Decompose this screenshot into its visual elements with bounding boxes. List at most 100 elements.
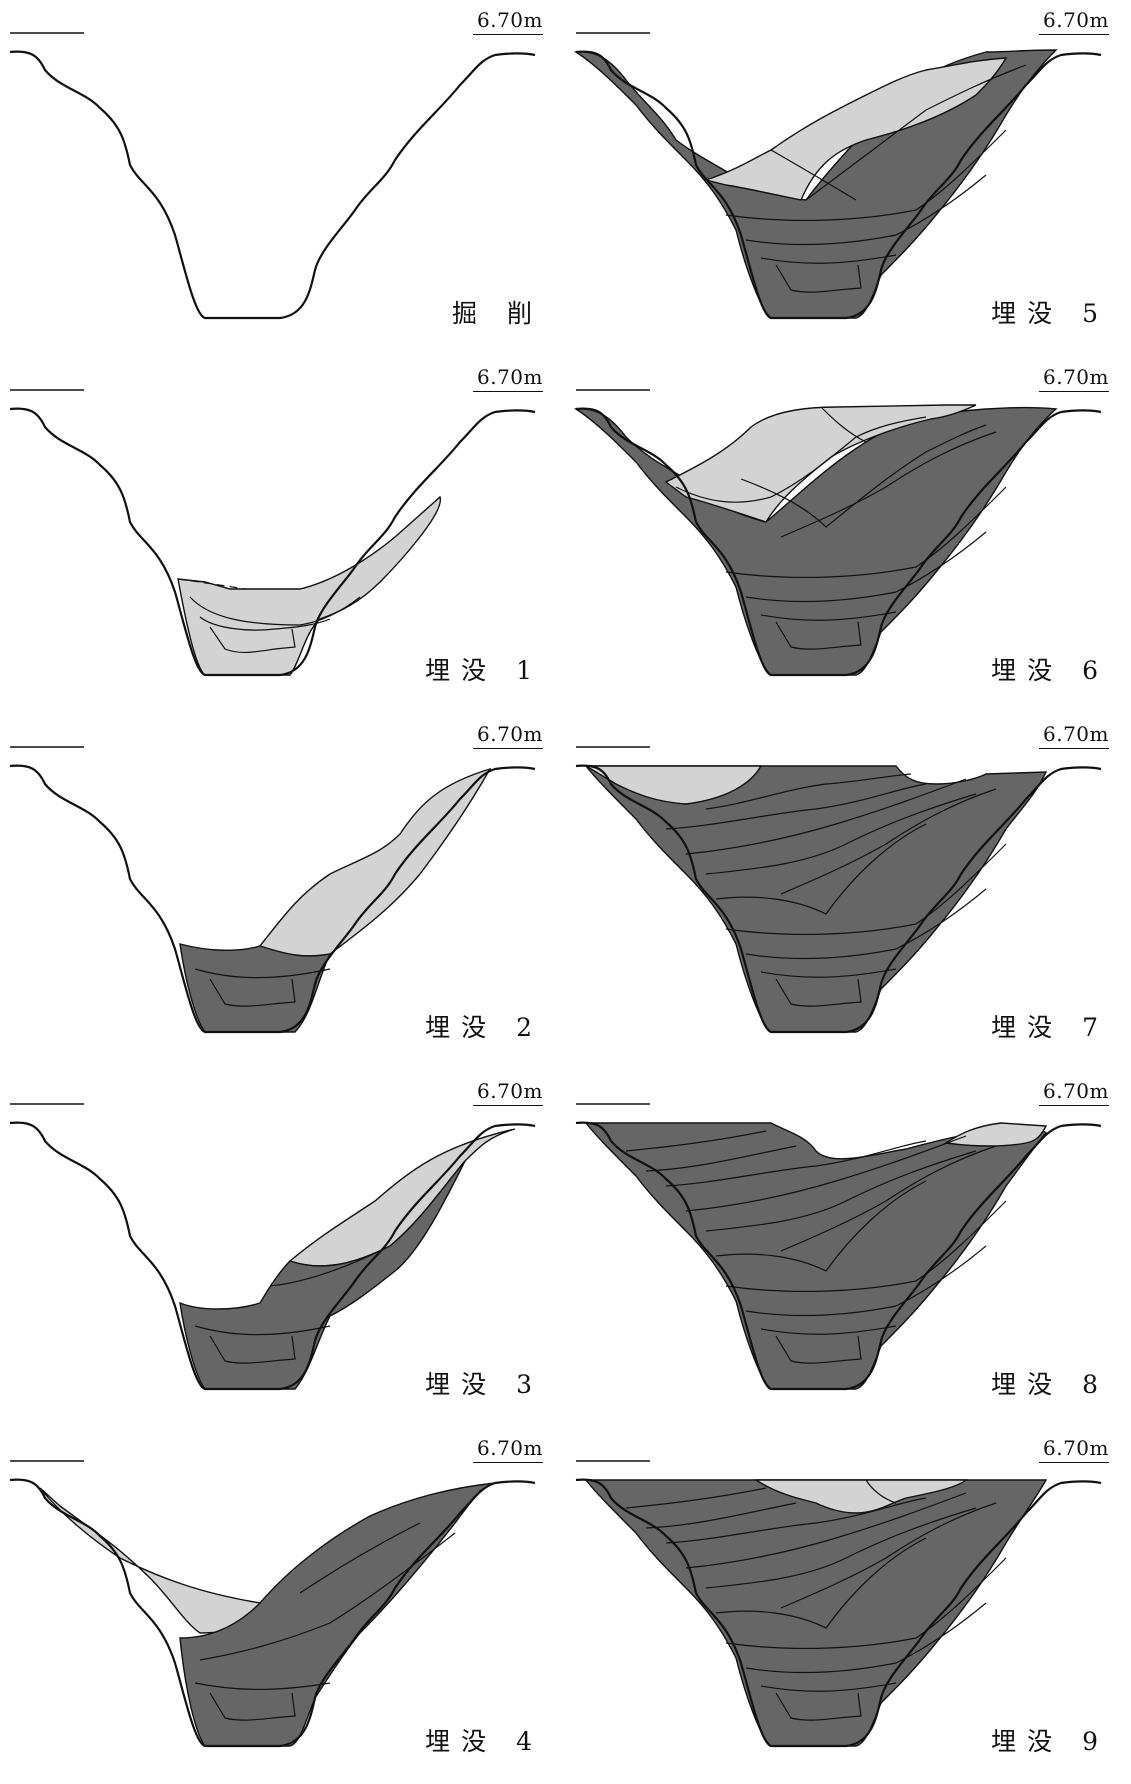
layer-boundary (725, 486, 1007, 579)
layer-boundary (269, 1245, 391, 1287)
cross-section (575, 1460, 1102, 1748)
fill-layer-light (258, 767, 492, 957)
layer-boundary (194, 968, 331, 979)
layer-boundary (705, 773, 912, 810)
fill-layer-dark (584, 1122, 1047, 1390)
layer-boundary (745, 174, 987, 246)
cross-section (9, 1103, 536, 1391)
layer-boundary (745, 1602, 987, 1674)
layer-boundary (725, 129, 1007, 222)
panel-burial-1: 6.70m 埋没 1 (0, 357, 565, 713)
layer-boundary (760, 1682, 897, 1692)
layer-boundary (725, 1557, 1007, 1650)
fill-layer-light (583, 765, 763, 805)
layer-boundary (685, 1135, 967, 1212)
layer-boundary (725, 1200, 1007, 1293)
pit-profile (9, 764, 536, 1034)
stage-label: 埋没 7 (991, 1013, 1109, 1042)
pit-profile (9, 1478, 536, 1748)
elevation-label: 6.70m (473, 8, 543, 35)
cross-section (9, 1460, 536, 1748)
elevation-label: 6.70m (1039, 8, 1109, 35)
fill-layer-light (703, 57, 1008, 201)
layer-boundary (775, 1692, 862, 1721)
layer-boundary (685, 1492, 967, 1569)
pit-profile (575, 1478, 1102, 1748)
layer-boundary (745, 888, 987, 960)
layer-boundary (705, 1150, 977, 1232)
cross-section (9, 746, 536, 1034)
panel-burial-8: 6.70m 埋没 8 (566, 1071, 1131, 1427)
layer-boundary (194, 1682, 331, 1690)
pit-profile (575, 764, 1102, 1034)
layer-boundary (199, 1532, 456, 1661)
pit-profile (575, 1121, 1102, 1391)
layer-boundary (775, 1335, 862, 1364)
cross-section (575, 746, 1102, 1034)
layer-boundary (760, 968, 897, 978)
layer-boundary (725, 843, 1007, 936)
layer-boundary (775, 621, 862, 650)
stage-label: 埋没 8 (991, 1370, 1109, 1399)
layer-boundary (189, 596, 361, 626)
panel-burial-3: 6.70m 埋没 3 (0, 1071, 565, 1427)
layer-boundary (805, 64, 1027, 201)
fill-layer-dark (179, 1482, 496, 1747)
layer-boundary (705, 793, 977, 875)
fill-layer-dark (573, 49, 1058, 319)
elevation-label: 6.70m (1039, 1436, 1109, 1463)
stage-label: 埋没 4 (425, 1727, 543, 1756)
elevation-label: 6.70m (473, 365, 543, 392)
layer-boundary (760, 611, 897, 621)
layer-boundary (625, 1130, 767, 1152)
fill-layer-light (753, 1479, 968, 1514)
layer-boundary (775, 264, 862, 293)
fill-layer-light (664, 404, 977, 523)
layer-boundary (780, 788, 997, 895)
panel-burial-9: 6.70m 埋没 9 (566, 1428, 1131, 1784)
cross-section (575, 1103, 1102, 1391)
stage-label: 埋没 2 (425, 1013, 543, 1042)
layer-boundary (645, 1145, 797, 1172)
pit-profile (575, 50, 1102, 320)
layer-boundary (209, 626, 296, 654)
panel-burial-6: 6.70m 埋没 6 (566, 357, 1131, 713)
layer-boundary-dashed (177, 578, 246, 590)
fill-layer-light (39, 1487, 262, 1634)
layer-boundary (715, 1180, 927, 1272)
stage-label: 埋没 6 (991, 656, 1109, 685)
pit-profile (9, 1121, 536, 1391)
layer-boundary (775, 978, 862, 1007)
layer-boundary (760, 1325, 897, 1335)
stage-label: 埋没 5 (991, 299, 1109, 328)
elevation-label: 6.70m (1039, 722, 1109, 749)
layer-boundary (705, 1507, 977, 1589)
stage-label: 埋没 3 (425, 1370, 543, 1399)
elevation-label: 6.70m (1039, 1079, 1109, 1106)
fill-layer-light (944, 1122, 1048, 1147)
layer-boundary (820, 406, 867, 443)
panel-burial-4: 6.70m 埋没 4 (0, 1428, 565, 1784)
elevation-label: 6.70m (473, 722, 543, 749)
layer-boundary (780, 431, 997, 538)
fill-layer-dark (584, 765, 1048, 1033)
elevation-label: 6.70m (473, 1079, 543, 1106)
layer-boundary (209, 1335, 296, 1364)
layer-boundary (665, 783, 927, 830)
layer-boundary (780, 1502, 997, 1609)
cross-section (573, 389, 1102, 677)
pit-profile (9, 50, 536, 320)
layer-boundary (645, 1502, 797, 1529)
panel-burial-5: 6.70m 埋没 5 (566, 0, 1131, 356)
cross-section (9, 32, 536, 320)
panel-excavation: 6.70m 掘 削 (0, 0, 565, 356)
layer-boundary (760, 254, 897, 264)
layer-boundary (209, 1692, 296, 1721)
elevation-label: 6.70m (473, 1436, 543, 1463)
layer-boundary (745, 1245, 987, 1317)
pit-profile (575, 407, 1102, 677)
layer-boundary (675, 416, 927, 503)
cross-section (573, 32, 1102, 320)
layer-boundary (299, 1522, 421, 1594)
fill-layer-dark (584, 1479, 1048, 1747)
